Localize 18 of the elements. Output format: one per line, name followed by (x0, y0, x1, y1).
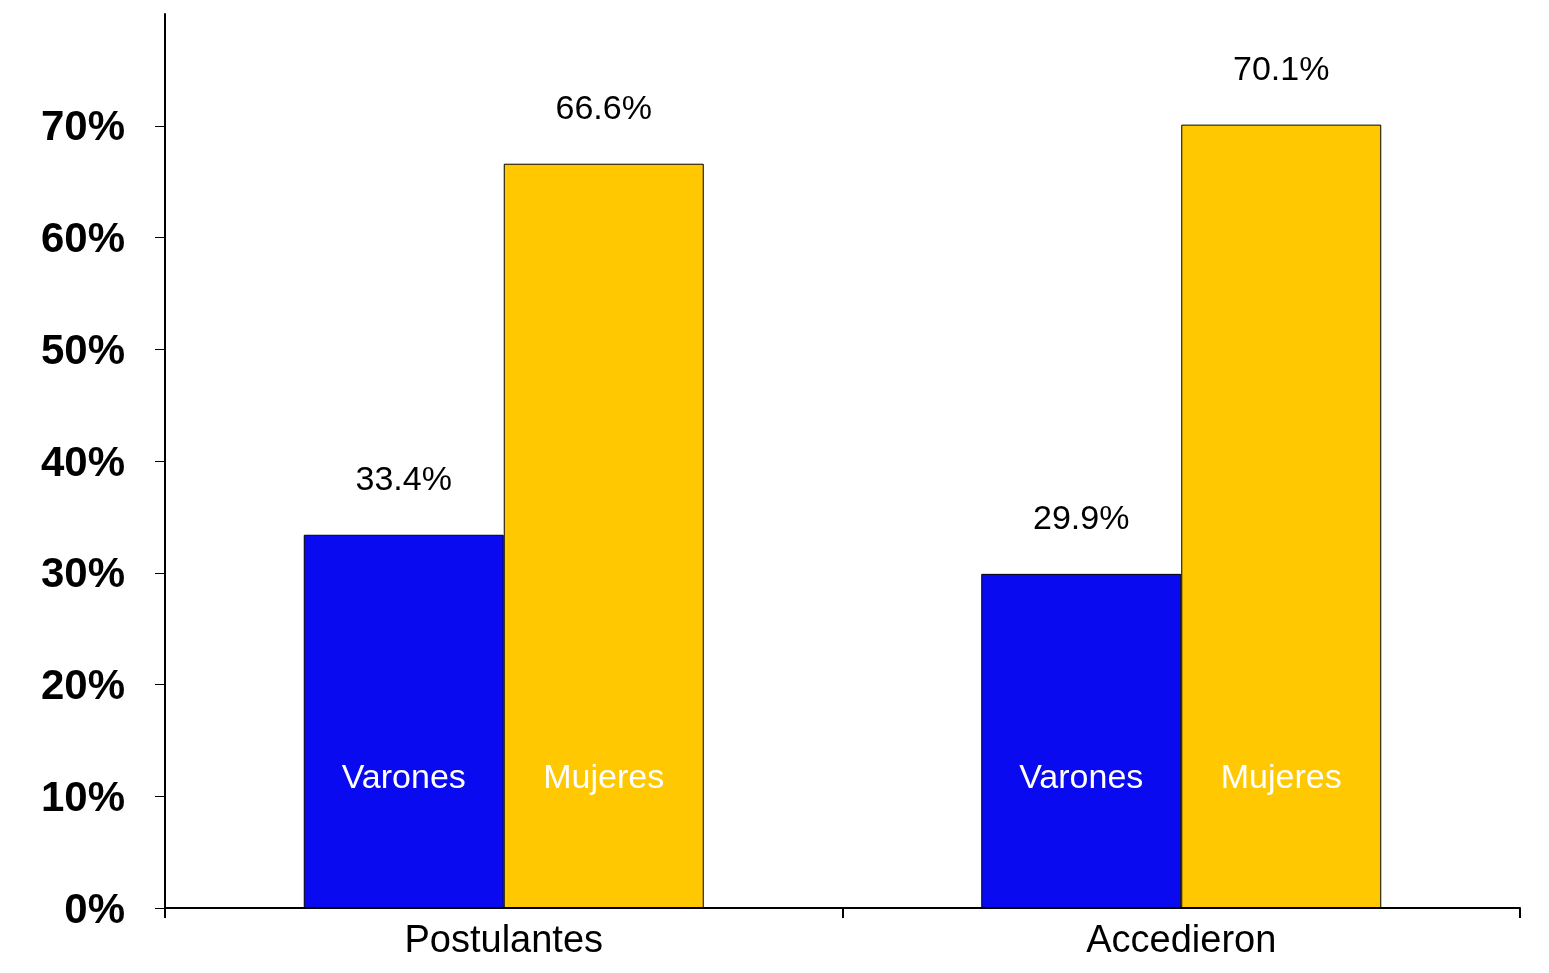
y-tick-label: 50% (40, 325, 125, 373)
y-tick-label: 30% (40, 549, 125, 597)
text: Varones (1019, 757, 1144, 796)
y-tick-label: 0% (64, 884, 125, 932)
y-tick-label: 70% (40, 102, 125, 150)
y-tick-label: 40% (40, 437, 125, 485)
series-label: Mujeres (543, 757, 665, 796)
data-label: 66.6% (555, 87, 652, 126)
x-tick-label: Accedieron (1086, 918, 1277, 960)
y-tick-label: 20% (40, 661, 125, 708)
series-label: Varones (341, 757, 466, 796)
data-label: 70.1% (1233, 48, 1330, 87)
y-tick-label: 60% (40, 214, 125, 261)
data-label: 33.4% (355, 458, 452, 497)
x-tick-label: Postulantes (404, 918, 604, 960)
y-tick-label: 10% (40, 772, 125, 820)
data-label: 29.9% (1033, 497, 1130, 536)
text: Mujeres (1220, 757, 1342, 796)
